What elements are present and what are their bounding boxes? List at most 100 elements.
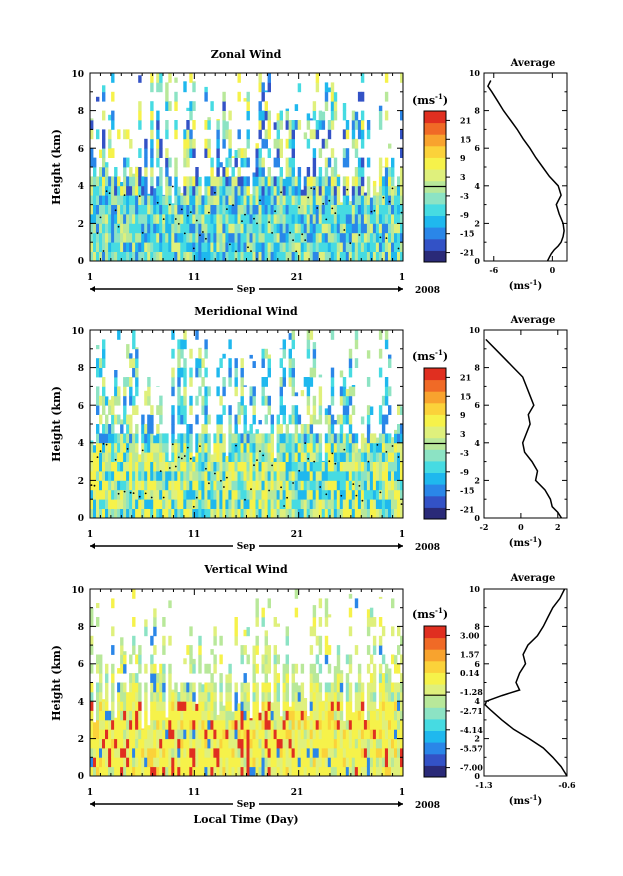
heatmap-cell (150, 433, 154, 444)
heatmap-cell (264, 471, 268, 481)
heatmap-cell (102, 204, 106, 215)
heatmap-cell (111, 176, 115, 187)
heatmap-cell (150, 120, 154, 130)
colorbar-swatch (424, 122, 446, 135)
heatmap-cell (90, 185, 94, 196)
heatmap-cell (397, 645, 401, 655)
heatmap-cell (324, 691, 329, 702)
heatmap-cell (384, 204, 389, 215)
zero-contour-dot (129, 491, 132, 494)
heatmap-cell (171, 691, 175, 702)
heatmap-cell (135, 176, 139, 187)
heatmap-cell (219, 682, 223, 693)
heatmap-cell (225, 499, 229, 509)
heatmap-cell (366, 701, 371, 711)
heatmap-cell (192, 82, 196, 93)
heatmap-cell (243, 471, 247, 481)
heatmap-cell (237, 232, 241, 243)
heatmap-cell (321, 232, 326, 243)
heatmap-cell (90, 120, 94, 130)
heatmap-cell (162, 251, 166, 261)
heatmap-cell (207, 223, 211, 234)
heatmap-cell (132, 617, 136, 627)
heatmap-cell (273, 471, 277, 481)
heatmap-cell (105, 452, 109, 462)
heatmap-cell (315, 654, 320, 665)
heatmap-cell (309, 719, 314, 730)
heatmap-cell (117, 386, 121, 397)
average-y-tick-label: 0 (474, 513, 480, 523)
heatmap-cell (342, 757, 347, 768)
heatmap-cell (333, 101, 338, 111)
heatmap-cell (180, 452, 184, 462)
heatmap-cell (366, 719, 371, 730)
heatmap-cell (129, 176, 133, 187)
heatmap-cell (270, 719, 274, 730)
heatmap-cell (96, 701, 100, 711)
heatmap-cell (111, 663, 115, 674)
heatmap-cell (261, 719, 265, 730)
heatmap-cell (168, 691, 172, 702)
zero-contour-dot (382, 196, 385, 199)
heatmap-cell (234, 461, 238, 472)
heatmap-cell (117, 330, 121, 340)
heatmap-cell (150, 214, 154, 224)
heatmap-cell (135, 480, 139, 491)
heatmap-cell (153, 223, 157, 234)
heatmap-cell (312, 148, 317, 158)
heatmap-cell (345, 204, 350, 215)
heatmap-cell (114, 452, 118, 462)
heatmap-cell (198, 645, 202, 655)
heatmap-cell (180, 710, 184, 721)
heatmap-cell (105, 471, 109, 481)
heatmap-cell (276, 682, 280, 693)
heatmap-cell (147, 489, 151, 500)
heatmap-cell (249, 395, 253, 406)
heatmap-cell (342, 452, 347, 462)
colorbar-swatch (424, 460, 446, 473)
heatmap-cell (400, 508, 403, 518)
average-x-tick-label: -6 (489, 265, 498, 275)
heatmap-cell (192, 195, 196, 205)
heatmap-cell (108, 719, 112, 730)
heatmap-cell (258, 110, 262, 121)
heatmap-cell (129, 167, 133, 177)
heatmap-cell (96, 176, 100, 187)
heatmap-cell (108, 195, 112, 205)
heatmap-cell (225, 766, 229, 776)
heatmap-cell (207, 442, 211, 453)
heatmap-cell (273, 691, 277, 702)
heatmap-cell (372, 617, 377, 627)
heatmap-cell (264, 691, 268, 702)
heatmap-cell (111, 673, 115, 683)
heatmap-area (90, 589, 403, 776)
heatmap-cell (135, 367, 139, 378)
heatmap-cell (330, 386, 335, 397)
heatmap-cell (249, 471, 253, 481)
heatmap-cell (348, 626, 353, 637)
heatmap-cell (180, 757, 184, 768)
heatmap-cell (243, 757, 247, 768)
heatmap-cell (96, 710, 100, 721)
heatmap-cell (219, 185, 223, 196)
heatmap-cell (372, 461, 377, 472)
heatmap-cell (315, 471, 320, 481)
heatmap-cell (183, 748, 187, 758)
heatmap-cell (291, 120, 295, 130)
heatmap-cell (129, 719, 133, 730)
heatmap-cell (198, 347, 202, 350)
heatmap-cell (207, 691, 211, 702)
heatmap-cell (204, 195, 208, 205)
heatmap-cell (397, 405, 401, 415)
heatmap-cell (270, 738, 274, 749)
heatmap-cell (120, 508, 124, 518)
heatmap-cell (309, 242, 314, 252)
heatmap-cell (189, 101, 193, 111)
colorbar-label: -21 (460, 505, 474, 515)
heatmap-cell (342, 251, 347, 261)
heatmap-cell (381, 480, 386, 491)
heatmap-cell (102, 85, 106, 93)
heatmap-cell (354, 508, 359, 518)
zero-contour-dot (280, 486, 282, 489)
heatmap-cell (348, 663, 353, 674)
